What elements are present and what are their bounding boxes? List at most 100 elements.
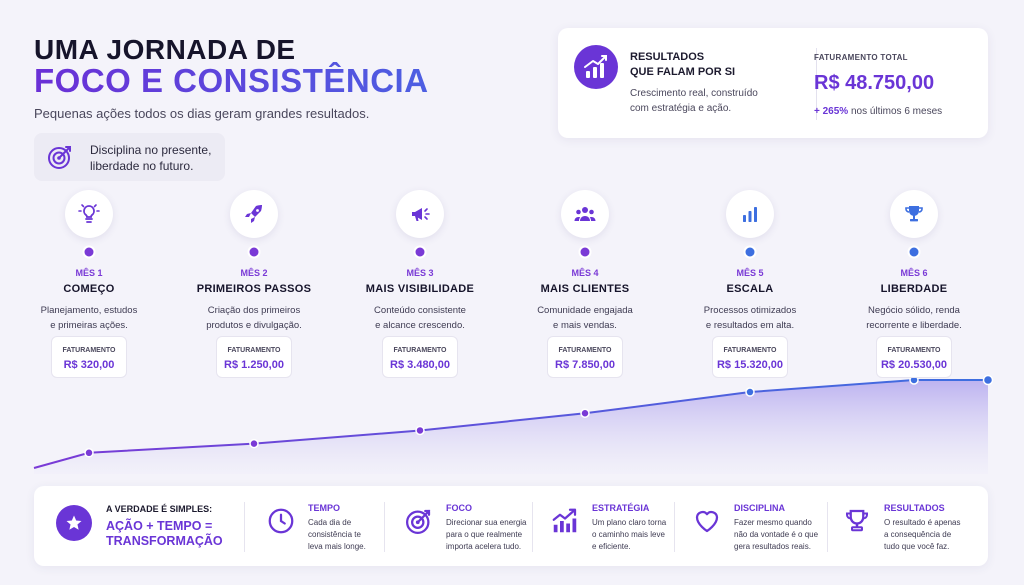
growth-point: [415, 425, 425, 436]
step-revenue-box: FATURAMENTO R$ 320,00: [51, 336, 127, 378]
results-title: RESULTADOS QUE FALAM POR SI: [630, 50, 735, 80]
growth-line: + 265% nos últimos 6 meses: [814, 106, 942, 117]
pillar-desc-line-1: Um plano claro torna: [592, 518, 667, 527]
step-desc-line-1: Negócio sólido, renda: [868, 305, 960, 316]
step-month: MÊS 4: [571, 268, 599, 278]
step-revenue-label: FATURAMENTO: [227, 347, 281, 354]
step-revenue-value: R$ 3.480,00: [390, 359, 450, 371]
step-revenue-value: R$ 320,00: [63, 359, 115, 371]
revenue-label: FATURAMENTO TOTAL: [814, 53, 908, 62]
growth-icon: [552, 508, 577, 533]
equation: AÇÃO + TEMPO = TRANSFORMAÇÃO: [106, 519, 246, 549]
title-line-2: FOCO E CONSISTÊNCIA: [34, 62, 429, 99]
step-icon-circle: [726, 190, 774, 238]
trophy-icon: [846, 509, 868, 532]
timeline-dot: [578, 245, 592, 259]
step-name: MAIS VISIBILIDADE: [365, 283, 475, 295]
target-icon: [48, 146, 71, 169]
subtitle: Pequenas ações todos os dias geram grand…: [34, 106, 370, 121]
timeline-dot: [82, 245, 96, 259]
step-icon-circle: [65, 190, 113, 238]
pillar-desc: Direcionar sua energia para o que realme…: [446, 517, 546, 553]
pillar-desc-line-2: consistência te: [308, 530, 361, 539]
results-card: RESULTADOS QUE FALAM POR SI Crescimento …: [558, 28, 988, 138]
step-desc-line-1: Comunidade engajada: [537, 305, 633, 316]
timeline-dot: [247, 245, 261, 259]
step-name: COMEÇO: [63, 283, 115, 295]
pillar-desc-line-3: e eficiente.: [592, 542, 631, 551]
step-desc: Negócio sólido, renda recorrente e liber…: [844, 303, 984, 333]
step-revenue-box: FATURAMENTO R$ 7.850,00: [547, 336, 623, 378]
equation-line-1: AÇÃO + TEMPO =: [106, 519, 213, 533]
pillar-tempo: TEMPO Cada dia de consistência te leva m…: [266, 500, 406, 556]
pillar-title: TEMPO: [308, 503, 341, 513]
pillar-separator: [827, 502, 828, 552]
pillar-desc-line-3: importa acelera tudo.: [446, 542, 522, 551]
people-icon: [574, 207, 596, 221]
pillar-desc-line-1: O resultado é apenas: [884, 518, 961, 527]
step-desc-line-1: Criação dos primeiros: [207, 305, 301, 316]
step-name: MAIS CLIENTES: [540, 283, 630, 295]
growth-point: [84, 448, 94, 458]
target-icon: [406, 509, 431, 534]
step-revenue-box: FATURAMENTO R$ 15.320,00: [712, 336, 788, 378]
growth-area: [34, 380, 988, 474]
step-desc: Criação dos primeiros produtos e divulga…: [184, 303, 324, 333]
pillar-title: RESULTADOS: [884, 503, 945, 513]
step-revenue-value: R$ 1.250,00: [224, 359, 284, 371]
step-desc-line-1: Planejamento, estudos: [40, 305, 138, 316]
step-icon-circle: [561, 190, 609, 238]
step-month: MÊS 5: [736, 268, 764, 278]
pillar-desc: Um plano claro torna o caminho mais leve…: [592, 517, 692, 553]
bar-chart-icon: [743, 207, 757, 222]
step-revenue-box: FATURAMENTO R$ 1.250,00: [216, 336, 292, 378]
step-revenue-label: FATURAMENTO: [558, 347, 612, 354]
pillar-desc-line-1: Cada dia de: [308, 518, 352, 527]
growth-value: + 265%: [814, 106, 849, 117]
pillar-disciplina: DISCIPLINA Fazer mesmo quando não da von…: [692, 500, 832, 556]
results-badge: [574, 45, 618, 89]
clock-icon: [268, 508, 294, 534]
pillar-resultados: RESULTADOS O resultado é apenas a conseq…: [842, 500, 982, 556]
step-icon-circle: [396, 190, 444, 238]
pillar-desc: Cada dia de consistência te leva mais lo…: [308, 517, 408, 553]
step-revenue-label: FATURAMENTO: [723, 347, 777, 354]
rocket-icon: [245, 205, 262, 223]
step-icon-circle: [230, 190, 278, 238]
step-desc-line-2: e primeiras ações.: [50, 320, 128, 331]
bottom-bar: A VERDADE É SIMPLES: AÇÃO + TEMPO = TRAN…: [34, 486, 988, 566]
pillar-desc-line-2: não da vontade é o que: [734, 530, 819, 539]
title-line-1: UMA JORNADA DE: [34, 34, 296, 65]
pillar-desc: Fazer mesmo quando não da vontade é o qu…: [734, 517, 834, 553]
growth-point: [580, 408, 590, 419]
pillar-foco: FOCO Direcionar sua energia para o que r…: [404, 500, 544, 556]
step-revenue-label: FATURAMENTO: [393, 347, 447, 354]
step-revenue-box: FATURAMENTO R$ 20.530,00: [876, 336, 952, 378]
truth-label: A VERDADE É SIMPLES:: [106, 504, 213, 514]
pillar-separator: [532, 502, 533, 552]
growth-point: [249, 438, 259, 449]
step-revenue-box: FATURAMENTO R$ 3.480,00: [382, 336, 458, 378]
step-desc: Comunidade engajada e mais vendas.: [515, 303, 655, 333]
pillar-title: FOCO: [446, 503, 472, 513]
step-desc-line-2: e mais vendas.: [553, 320, 617, 331]
step-desc-line-1: Processos otimizados: [703, 305, 797, 316]
pillar-desc-line-1: Direcionar sua energia: [446, 518, 527, 527]
step-desc-line-2: recorrente e liberdade.: [866, 320, 962, 331]
results-desc-line-2: com estratégia e ação.: [630, 103, 732, 114]
pillar-separator: [674, 502, 675, 552]
step-icon-circle: [890, 190, 938, 238]
step-revenue-label: FATURAMENTO: [887, 347, 941, 354]
step-desc: Planejamento, estudos e primeiras ações.: [19, 303, 159, 333]
step-revenue-value: R$ 15.320,00: [716, 359, 784, 371]
trophy-icon: [905, 206, 923, 222]
pillar-desc-line-1: Fazer mesmo quando: [734, 518, 812, 527]
pillar-desc-line-2: para o que realmente: [446, 530, 523, 539]
step-month: MÊS 2: [240, 268, 268, 278]
pillar-desc-line-3: tudo que você faz.: [884, 542, 950, 551]
timeline-dot: [413, 245, 427, 259]
pillar-separator: [384, 502, 385, 552]
timeline-dot: [743, 245, 757, 259]
heart-icon: [695, 510, 719, 533]
pillar-title: DISCIPLINA: [734, 503, 786, 513]
